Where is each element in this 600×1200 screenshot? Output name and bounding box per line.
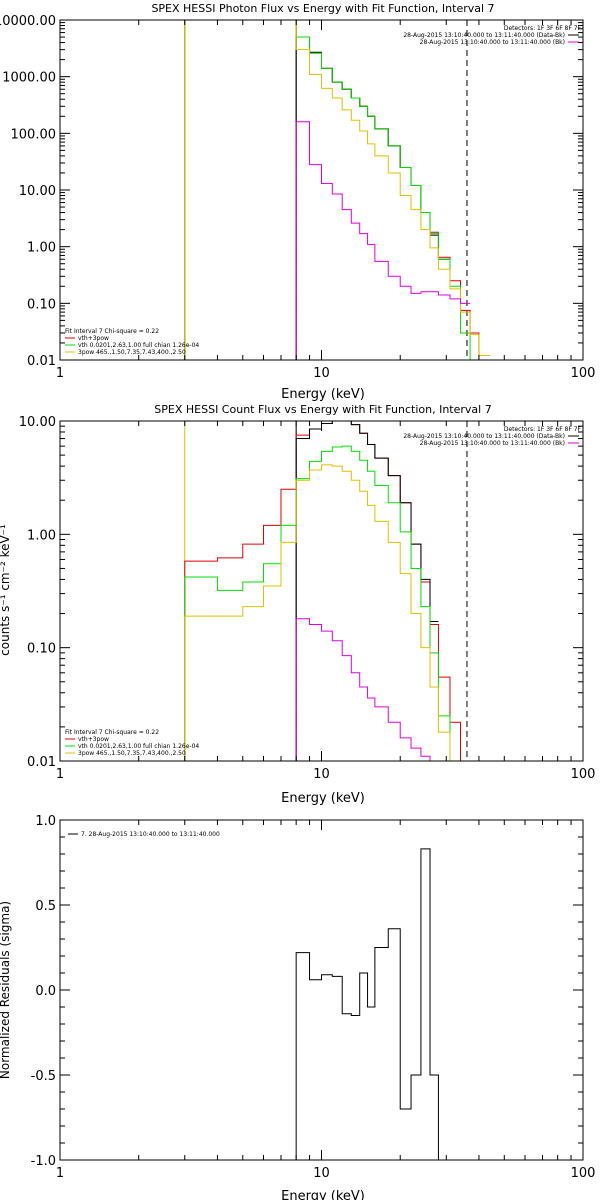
panel-residuals: 1 10 100 1.0 0.5 0.0 -0.5 -1.0 7. 28-Aug-2015 13…: [0, 814, 595, 1200]
photon-flux-plot: 1 10 100 10000.00 1000.00 100.00 10.00 1.00 0.10…: [0, 14, 595, 381]
legend-text: 3pow 465.,1.50,7.35,7.43,400.,2.50: [78, 349, 186, 356]
x-tick-label: 1: [56, 1166, 64, 1181]
y-tick-label: 1.00: [27, 528, 56, 543]
legend-text: 28-Aug-2015 13:10:40.000 to 13:11:40.000…: [403, 433, 565, 440]
legend-text: Fit Interval 7 Chi-square = 0.22: [65, 328, 159, 335]
plot-area: [184, 421, 471, 761]
x-axis-label: Energy (keV): [281, 1189, 365, 1200]
legend-text: vth 0.0201,2.63,1.00 full chian 1.26e-04: [78, 743, 199, 750]
y-tick-label: 10.00: [19, 184, 56, 199]
y-axis-label: Normalized Residuals (sigma): [0, 901, 12, 1079]
x-tick-label: 1: [56, 767, 64, 782]
y-tick-label: -1.0: [31, 1154, 56, 1169]
plot-area: [184, 20, 490, 360]
y-tick-label: 0.01: [27, 354, 56, 369]
chart-title: SPEX HESSI Count Flux vs Energy with Fit…: [154, 403, 491, 416]
legend-text: 28-Aug-2015 13:10:40.000 to 13:11:40.000…: [420, 440, 565, 447]
y-tick-label: 1000.00: [2, 71, 56, 86]
y-tick-label: 0.10: [27, 297, 56, 312]
legend-text: vth+3pow: [78, 335, 109, 342]
legend-text: vth 0.0201,2.63,1.00 full chian 1.26e-04: [78, 342, 199, 349]
x-tick-label: 100: [571, 1166, 596, 1181]
series-line-magenta: [295, 618, 461, 761]
legend-text: Fit Interval 7 Chi-square = 0.22: [65, 729, 159, 736]
legend-text: 28-Aug-2015 13:10:40.000 to 13:11:40.000…: [420, 39, 565, 46]
series-line-black: [295, 848, 471, 1160]
legend-text: Detectors: 1F 3F 6F 8F 7F: [504, 426, 582, 433]
chart-title: SPEX HESSI Photon Flux vs Energy with Fi…: [151, 2, 494, 15]
x-axis-label: Energy (keV): [281, 791, 365, 806]
y-tick-label: 0.5: [35, 899, 56, 914]
x-tick-label: 100: [571, 366, 596, 381]
y-tick-label: 1.00: [27, 241, 56, 256]
legend-text: Detectors: 1F 3F 6F 8F 7F: [504, 25, 582, 32]
count-flux-plot: 1 10 100 10.00 1.00 0.10 0.01 Detectors: 1F 3F …: [19, 415, 596, 782]
y-tick-label: 0.0: [35, 984, 56, 999]
x-tick-label: 10: [313, 366, 330, 381]
y-tick-label: 0.01: [27, 755, 56, 770]
panel-count-flux: SPEX HESSI Count Flux vs Energy with Fit…: [0, 403, 595, 806]
series-line-yellow: [184, 20, 490, 360]
y-tick-label: 1.0: [35, 814, 56, 829]
legend-text: vth+3pow: [78, 736, 109, 743]
series-line-yellow: [184, 464, 471, 761]
x-tick-label: 10: [313, 1166, 330, 1181]
y-tick-label: -0.5: [31, 1069, 56, 1084]
legend-text: 3pow 465.,1.50,7.35,7.43,400.,2.50: [78, 750, 186, 757]
x-axis-label: Energy (keV): [281, 387, 365, 402]
series-line-green: [184, 445, 471, 761]
panel-photon-flux: SPEX HESSI Photon Flux vs Energy with Fi…: [0, 2, 595, 402]
x-tick-label: 100: [571, 767, 596, 782]
y-tick-label: 100.00: [11, 127, 57, 142]
x-tick-label: 10: [313, 767, 330, 782]
y-axis-label: counts s⁻¹ cm⁻² keV⁻¹: [0, 524, 12, 656]
y-tick-label: 0.10: [27, 642, 56, 657]
y-tick-label: 10.00: [19, 415, 56, 430]
x-tick-label: 1: [56, 366, 64, 381]
y-tick-label: 10000.00: [0, 14, 56, 29]
plot-area: [295, 848, 471, 1160]
series-line-magenta: [295, 121, 471, 360]
legend-text: 7. 28-Aug-2015 13:10:40.000 to 13:11:40.…: [81, 831, 220, 838]
legend-text: 28-Aug-2015 13:10:40.000 to 13:11:40.000…: [403, 32, 565, 39]
residuals-plot: 1 10 100 1.0 0.5 0.0 -0.5 -1.0 7. 28-Aug-2015 13…: [31, 814, 596, 1181]
